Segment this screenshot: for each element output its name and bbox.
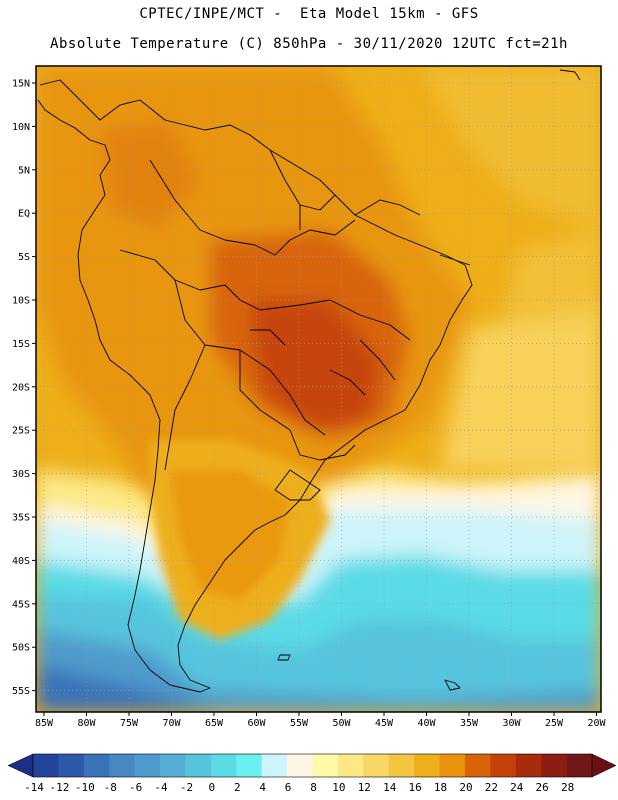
lon-label: 40W	[417, 718, 436, 729]
colorbar-swatch	[58, 754, 85, 777]
colorbar-swatch	[210, 754, 237, 777]
lat-label: 30S	[12, 469, 30, 480]
lat-label: 45S	[12, 599, 30, 610]
colorbar-swatch	[464, 754, 491, 777]
lat-label: 35S	[12, 513, 30, 524]
colorbar-label: -12	[49, 781, 69, 794]
colorbar-label: 10	[332, 781, 345, 794]
colorbar: -14 -12 -10 -8 -6 -4 -2 0 2 4 6 8 10 12 14 16 18 20 22 24 26…	[7, 753, 617, 794]
colorbar-label: 14	[383, 781, 397, 794]
colorbar-label: -14	[24, 781, 44, 794]
lon-label: 70W	[162, 718, 181, 729]
colorbar-label: -6	[129, 781, 142, 794]
colorbar-label: 0	[209, 781, 216, 794]
lon-label: 75W	[120, 718, 139, 729]
colorbar-label: 26	[536, 781, 549, 794]
lat-label: 15N	[12, 79, 30, 90]
lon-label: 25W	[545, 718, 564, 729]
colorbar-swatch	[160, 754, 186, 777]
colorbar-label: 8	[310, 781, 317, 794]
colorbar-label: 6	[285, 781, 292, 794]
map-frame	[35, 65, 602, 713]
lon-label: 50W	[332, 718, 351, 729]
colorbar-label: -4	[154, 781, 168, 794]
colorbar-label: 22	[485, 781, 498, 794]
lon-label: 30W	[502, 718, 521, 729]
colorbar-label: 20	[459, 781, 472, 794]
colorbar-swatch	[414, 754, 440, 777]
chart-title-line-2: Absolute Temperature (C) 850hPa - 30/11/…	[50, 36, 568, 52]
colorbar-swatch	[363, 754, 390, 777]
colorbar-swatch	[337, 754, 364, 777]
colorbar-under-triangle	[7, 753, 34, 778]
lon-label: 55W	[290, 718, 309, 729]
colorbar-swatch	[185, 754, 212, 777]
coastline-outline	[37, 69, 581, 693]
lat-label: 50S	[12, 643, 30, 654]
colorbar-label: -8	[104, 781, 117, 794]
colorbar-swatch	[566, 754, 593, 777]
colorbar-swatch	[83, 754, 110, 777]
colorbar-label: 4	[259, 781, 266, 794]
latitude-labels: 15N 10N 5N EQ 5S 10S 15S 20S 25S 30S 35S 40S 45S 50S 5…	[12, 79, 36, 697]
colorbar-label: 28	[561, 781, 574, 794]
lat-label: 5N	[18, 165, 30, 176]
lon-label: 20W	[587, 718, 606, 729]
chart-title-line-1: CPTEC/INPE/MCT - Eta Model 15km - GFS	[139, 6, 479, 22]
colorbar-label: -10	[75, 781, 95, 794]
lat-label: 15S	[12, 339, 30, 350]
colorbar-swatch	[439, 754, 466, 777]
lat-label: 25S	[12, 426, 30, 437]
lon-label: 45W	[375, 718, 394, 729]
colorbar-swatch	[515, 754, 542, 777]
lon-label: 35W	[460, 718, 479, 729]
colorbar-outline	[32, 753, 593, 778]
colorbar-swatch	[388, 754, 415, 777]
colorbar-over-triangle	[591, 753, 617, 778]
lat-label: 10N	[12, 122, 30, 133]
colorbar-label: -2	[180, 781, 193, 794]
colorbar-swatch	[312, 754, 339, 777]
colorbar-swatch	[541, 754, 567, 777]
lat-label: 20S	[12, 382, 30, 393]
lat-label: EQ	[18, 209, 30, 220]
lon-label: 65W	[205, 718, 224, 729]
longitude-labels: 85W 80W 75W 70W 65W 60W 55W 50W 45W 40W 35W 30W 25W 2…	[35, 712, 607, 729]
lon-label: 60W	[247, 718, 266, 729]
lat-label: 55S	[12, 686, 30, 697]
colorbar-label: 24	[510, 781, 524, 794]
colorbar-swatch	[33, 754, 59, 777]
colorbar-label: 2	[234, 781, 241, 794]
colorbar-swatch	[134, 754, 161, 777]
colorbar-swatch	[109, 754, 135, 777]
colorbar-swatch	[287, 754, 313, 777]
lat-label: 5S	[18, 252, 30, 263]
lat-label: 10S	[12, 296, 30, 307]
colorbar-swatch	[236, 754, 262, 777]
colorbar-swatch	[490, 754, 517, 777]
lon-label: 85W	[35, 718, 54, 729]
colorbar-label: 18	[434, 781, 447, 794]
lon-label: 80W	[77, 718, 96, 729]
colorbar-label: 12	[358, 781, 371, 794]
colorbar-swatch	[261, 754, 288, 777]
colorbar-label: 16	[409, 781, 422, 794]
lat-label: 40S	[12, 556, 30, 567]
temperature-field	[36, 66, 601, 712]
